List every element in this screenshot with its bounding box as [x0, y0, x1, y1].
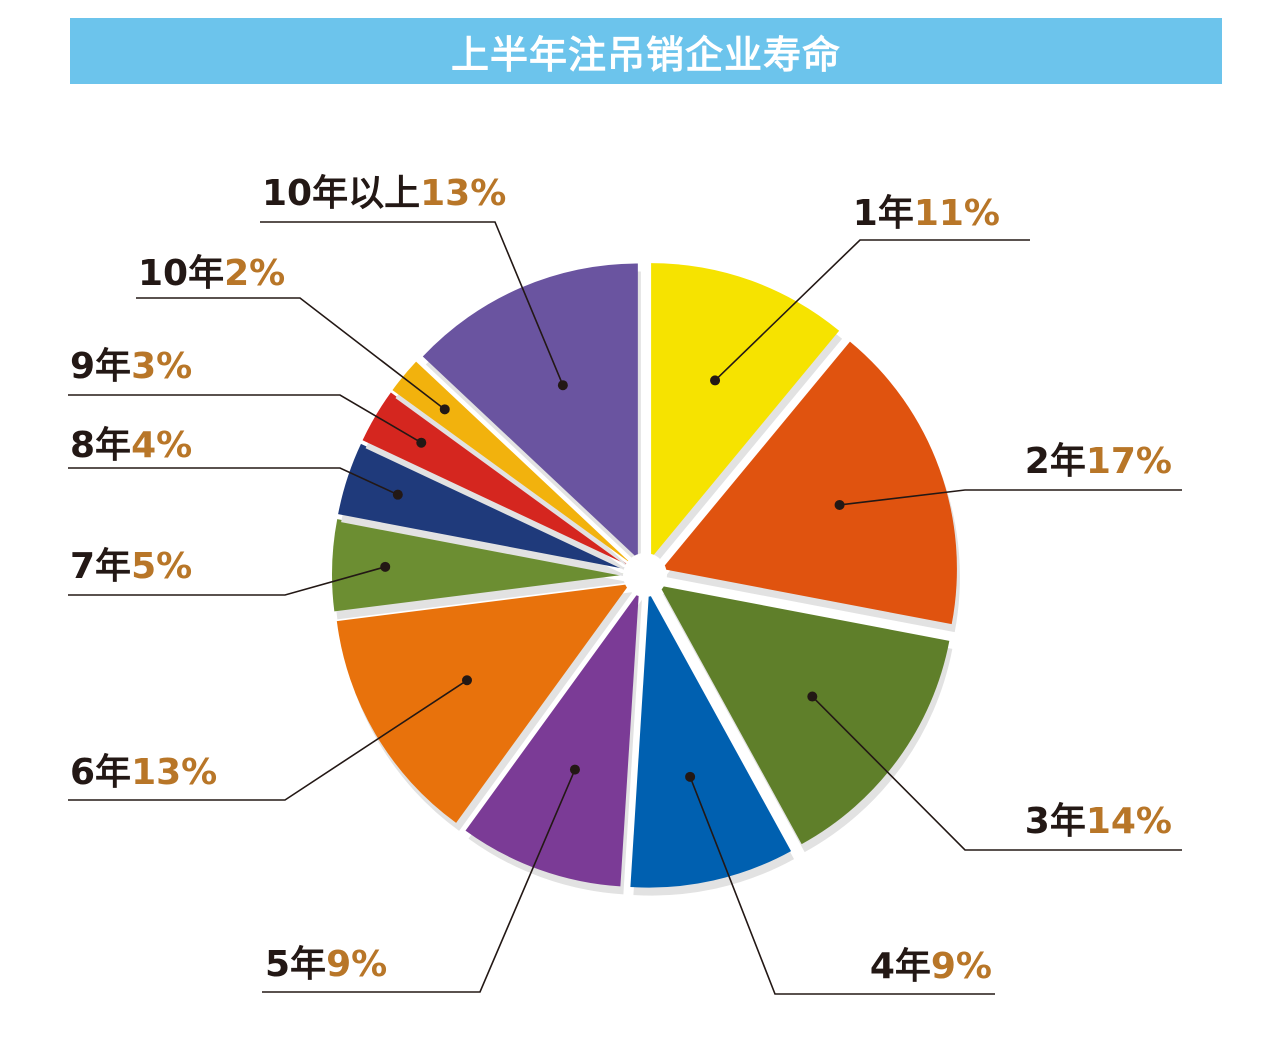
- slice-label-value: 13%: [131, 752, 217, 793]
- leader-line: [68, 679, 468, 801]
- leader-line: [260, 221, 564, 386]
- slice-label-name: 10年以上: [262, 173, 420, 214]
- slice-label: 5年9%: [265, 944, 387, 985]
- slice-label: 8年4%: [70, 425, 192, 466]
- chart-title-bar: 上半年注吊销企业寿命: [70, 18, 1222, 84]
- slice-label: 10年以上13%: [262, 173, 506, 214]
- slice-label: 2年17%: [1025, 441, 1172, 482]
- pie-slice: [422, 263, 638, 559]
- slice-label-value: 17%: [1086, 441, 1172, 482]
- leader-line: [839, 489, 1182, 506]
- leader-line: [262, 769, 576, 993]
- slice-label-value: 3%: [131, 346, 192, 387]
- pie-slices: [332, 263, 960, 896]
- pie-labels: 1年11%2年17%3年14%4年9%5年9%6年13%7年5%8年4%9年3%…: [68, 173, 1182, 995]
- slice-label-value: 9%: [931, 946, 992, 987]
- slice-label-value: 4%: [131, 425, 192, 466]
- pie-slice: [338, 443, 628, 570]
- slice-label: 4年9%: [870, 946, 992, 987]
- pie-slice: [362, 392, 630, 566]
- slice-label-value: 9%: [326, 944, 387, 985]
- slice-label-value: 14%: [1086, 801, 1172, 842]
- chart-title: 上半年注吊销企业寿命: [450, 32, 841, 77]
- slice-label-value: 2%: [224, 253, 285, 294]
- pie-slice: [465, 591, 639, 887]
- slice-label-value: 11%: [914, 193, 1000, 234]
- slice-label: 7年5%: [70, 546, 192, 587]
- slice-label-name: 4年: [870, 946, 931, 987]
- pie-slice: [392, 361, 632, 564]
- slice-label-name: 6年: [70, 752, 131, 793]
- leader-line: [714, 239, 1030, 382]
- pie-slice: [651, 263, 840, 559]
- leader-line: [811, 695, 1182, 851]
- slice-label: 10年2%: [138, 253, 285, 294]
- pie-slice: [336, 584, 630, 823]
- leader-line: [68, 566, 386, 596]
- slice-label-name: 5年: [265, 944, 326, 985]
- pie-slice: [332, 519, 628, 612]
- slice-label: 3年14%: [1025, 801, 1172, 842]
- slice-label-name: 2年: [1025, 441, 1086, 482]
- pie-slice: [661, 341, 957, 625]
- pie-slice: [630, 592, 792, 888]
- slice-label: 9年3%: [70, 346, 192, 387]
- slice-label: 1年11%: [853, 193, 1000, 234]
- pie-slice: [659, 585, 950, 845]
- pie-center: [623, 553, 667, 597]
- leader-line: [68, 394, 422, 444]
- leader-line: [689, 776, 995, 995]
- leader-line: [68, 467, 399, 496]
- slice-label-value: 13%: [420, 173, 506, 214]
- slice-label-name: 3年: [1025, 801, 1086, 842]
- slice-label-name: 9年: [70, 346, 131, 387]
- slice-label-name: 7年: [70, 546, 131, 587]
- slice-label: 6年13%: [70, 752, 217, 793]
- slice-label-name: 1年: [853, 193, 914, 234]
- slice-label-value: 5%: [131, 546, 192, 587]
- slice-label-name: 10年: [138, 253, 224, 294]
- leader-line: [136, 297, 446, 410]
- slice-label-name: 8年: [70, 425, 131, 466]
